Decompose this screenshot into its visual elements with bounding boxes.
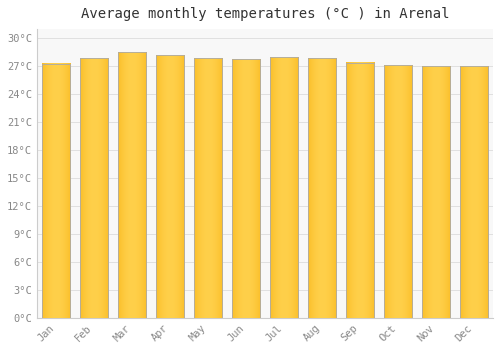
Bar bbox=[80, 58, 108, 318]
Title: Average monthly temperatures (°C ) in Arenal: Average monthly temperatures (°C ) in Ar… bbox=[80, 7, 449, 21]
Bar bbox=[118, 52, 146, 318]
Bar bbox=[194, 58, 222, 318]
Bar bbox=[42, 64, 70, 318]
Bar bbox=[346, 63, 374, 318]
Bar bbox=[270, 57, 298, 318]
Bar bbox=[232, 59, 260, 318]
Bar bbox=[156, 55, 184, 318]
Bar bbox=[308, 58, 336, 318]
Bar bbox=[422, 66, 450, 318]
Bar bbox=[384, 65, 412, 318]
Bar bbox=[460, 66, 488, 318]
